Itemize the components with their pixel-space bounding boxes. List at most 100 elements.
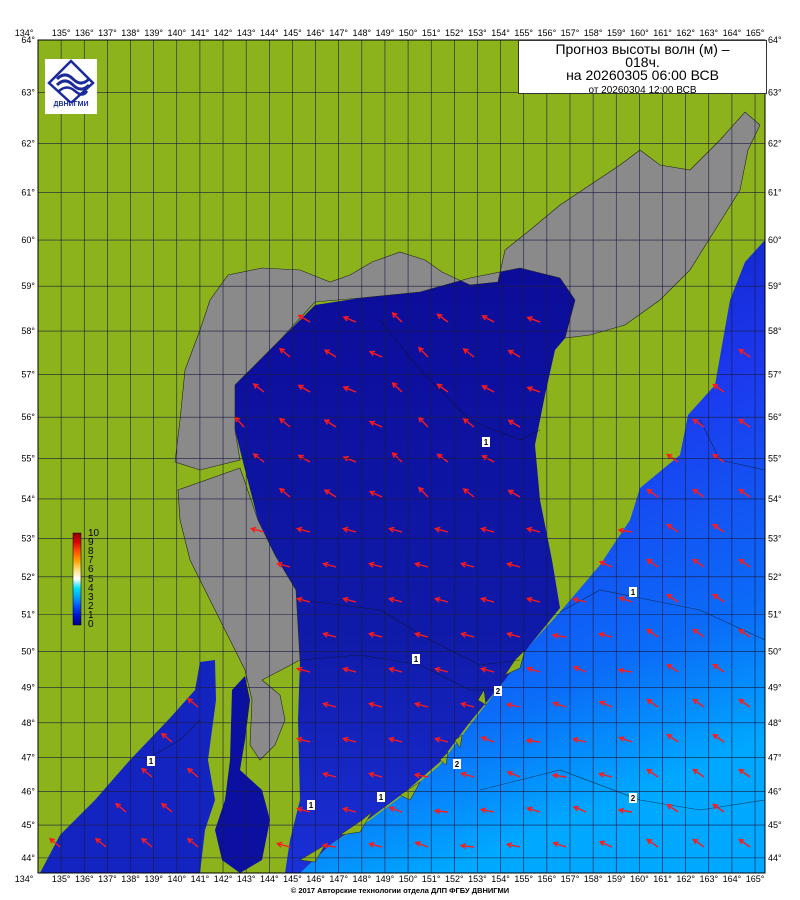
longitude-label-bottom: 139°: [144, 874, 163, 884]
wave-direction-arrows: [48, 311, 751, 850]
longitude-label-bottom: 147°: [329, 874, 348, 884]
latitude-label-left: 61°: [21, 187, 35, 197]
longitude-label-bottom: 135°: [52, 874, 71, 884]
wave-arrow: [342, 596, 357, 603]
wave-arrow: [342, 315, 357, 323]
wave-arrow: [114, 802, 127, 813]
wave-arrow: [552, 701, 567, 708]
wave-arrow: [552, 841, 567, 848]
wave-arrow: [572, 665, 587, 673]
longitude-label-top: 159°: [607, 28, 626, 38]
colorbar-label: 9: [88, 537, 94, 548]
wave-arrow: [507, 349, 521, 358]
wave-arrow: [434, 666, 449, 673]
wave-arrow: [186, 837, 199, 848]
wave-arrow: [618, 736, 633, 743]
mainland-masked: [174, 111, 761, 471]
wave-arrow: [140, 767, 153, 778]
contour-label: 1: [412, 654, 420, 664]
wave-arrow: [391, 311, 403, 323]
longitude-label-bottom: 157°: [561, 874, 580, 884]
longitude-label-top: 135°: [52, 28, 71, 38]
title-line3: на 20260305 06:00 ВСВ: [566, 67, 719, 83]
wave-arrow: [738, 768, 751, 778]
latitude-label-right: 46°: [768, 787, 782, 797]
wave-arrow: [368, 771, 383, 778]
colorbar-label: 5: [88, 574, 94, 585]
colorbar-label: 8: [88, 546, 94, 557]
wave-arrow: [368, 420, 383, 428]
wave-arrow: [367, 841, 383, 848]
wave-arrow: [666, 733, 679, 743]
latitude-label-left: 47°: [21, 753, 35, 763]
longitude-label-top: 134°: [15, 28, 34, 38]
wave-arrow: [738, 418, 751, 428]
latitude-label-left: 52°: [21, 572, 35, 582]
title-line4: от 20260304 12:00 ВСВ: [588, 85, 697, 96]
contour-label: 1: [629, 587, 637, 597]
wave-arrow: [94, 837, 107, 848]
colorbar-label: 3: [88, 592, 94, 603]
wave-arrow: [342, 526, 357, 533]
latitude-label-left: 51°: [21, 610, 35, 620]
longitude-label-bottom: 142°: [214, 874, 233, 884]
wave-arrow: [388, 526, 403, 533]
wave-arrow: [323, 349, 337, 358]
latitude-label-left: 57°: [21, 370, 35, 380]
longitude-label-top: 158°: [584, 28, 603, 38]
wave-arrow: [140, 837, 153, 848]
wave-arrow: [571, 597, 587, 603]
wave-arrow: [391, 451, 403, 463]
wave-arrow: [480, 735, 495, 743]
wave-arrow: [712, 593, 725, 603]
longitude-label-top: 138°: [121, 28, 140, 38]
wave-arrow: [598, 700, 613, 708]
longitude-label-top: 149°: [376, 28, 395, 38]
wave-arrow: [321, 842, 337, 849]
wave-arrow: [526, 596, 541, 603]
wave-arrow: [598, 560, 613, 568]
latitude-label-right: 55°: [768, 454, 782, 464]
wave-arrow: [460, 771, 475, 778]
axis-labels: 134° 134° 135° 135° 136° 136° 137° 137° 138° 138°…: [15, 28, 782, 884]
contour-label: 2: [453, 759, 461, 769]
wave-arrow: [618, 596, 633, 603]
wave-arrow: [436, 313, 449, 323]
wave-arrow: [480, 666, 495, 673]
longitude-label-top: 142°: [214, 28, 233, 38]
latitude-label-left: 45°: [21, 820, 35, 830]
latitude-label-right: 47°: [768, 753, 782, 763]
wave-arrow: [479, 807, 495, 814]
svg-text:1: 1: [484, 438, 489, 447]
longitude-label-bottom: 152°: [445, 874, 464, 884]
wave-arrow: [368, 631, 383, 638]
latitude-label-left: 48°: [21, 718, 35, 728]
wave-arrow: [712, 803, 725, 813]
wave-arrow: [322, 631, 337, 638]
svg-text:1: 1: [309, 801, 314, 810]
wave-arrow: [276, 561, 291, 568]
colorbar-label: 2: [88, 601, 94, 612]
svg-text:2: 2: [455, 760, 460, 769]
wave-arrow: [322, 561, 337, 568]
wave-arrow: [434, 596, 449, 603]
wave-arrow: [342, 736, 357, 743]
wave-arrow: [617, 807, 633, 814]
latitude-label-right: 64°: [768, 35, 782, 45]
wave-arrow: [368, 490, 383, 498]
map-frame: [37, 39, 766, 874]
svg-text:1: 1: [379, 793, 384, 802]
contour-labels: 1 1 1 1 1 1 2 2 2: [147, 437, 637, 810]
wave-arrow: [738, 698, 751, 708]
longitude-label-bottom: 156°: [538, 874, 557, 884]
wave-arrow: [480, 596, 495, 603]
kuril-islands: [299, 649, 526, 863]
wave-arrow: [368, 350, 383, 358]
contour-label: 1: [482, 437, 490, 447]
wave-arrow: [738, 488, 751, 498]
latitude-label-right: 57°: [768, 370, 782, 380]
latitude-label-right: 60°: [768, 235, 782, 245]
wave-arrow: [342, 806, 357, 813]
longitude-label-bottom: 164°: [723, 874, 742, 884]
